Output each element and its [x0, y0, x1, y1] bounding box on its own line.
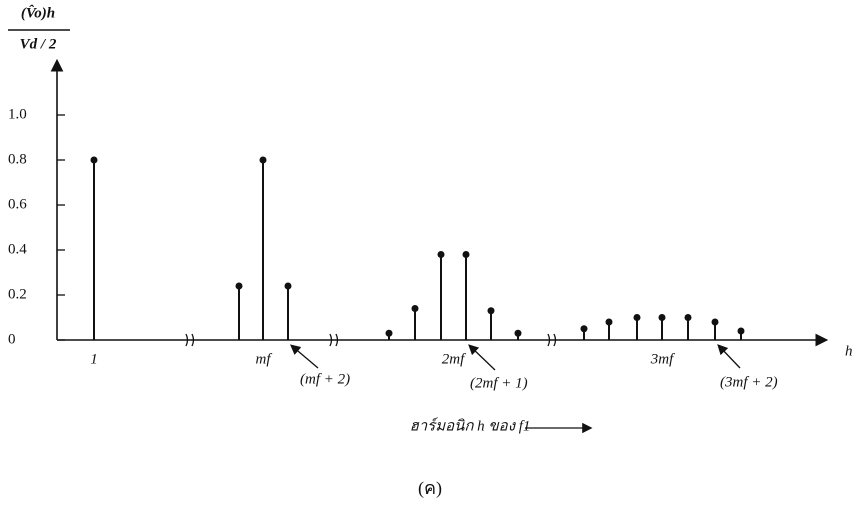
chart: h (V̂o)h Vd / 2 ฮาร์มอนิก h ของ f1 (ค) 0… [0, 0, 860, 506]
y-tick-label: 0 [8, 331, 16, 347]
y-tick-label: 0.8 [8, 151, 27, 167]
stem-head [685, 314, 692, 321]
stem-head [412, 305, 419, 312]
stem-head [606, 319, 613, 326]
annotation-arrow [470, 346, 495, 370]
x-tick-label: 2mf [442, 351, 466, 367]
stem-head [285, 283, 292, 290]
annotation: (2mf + 1) [470, 375, 528, 391]
stem-head [463, 251, 470, 258]
annotation-arrow [719, 346, 740, 368]
y-label-denominator: Vd / 2 [20, 36, 57, 52]
y-tick-label: 0.4 [8, 241, 27, 257]
annotation-arrow [292, 346, 318, 368]
annotation: (mf + 2) [300, 371, 350, 387]
stem-head [236, 283, 243, 290]
stem-head [260, 157, 267, 164]
y-tick-label: 0.2 [8, 286, 27, 302]
stem-head [515, 330, 522, 337]
x-tick-label: 1 [90, 351, 98, 367]
stem-head [712, 319, 719, 326]
y-label-numerator: (V̂o)h [21, 4, 55, 21]
x-tick-label: 3mf [650, 351, 675, 367]
stem-head [386, 330, 393, 337]
stem-head [488, 307, 495, 314]
y-tick-label: 0.6 [8, 196, 27, 212]
stem-head [659, 314, 666, 321]
stem-head [91, 157, 98, 164]
x-tick-label: mf [256, 351, 273, 367]
stem-head [438, 251, 445, 258]
annotation: (3mf + 2) [720, 374, 778, 390]
x-axis-end-label: h [845, 343, 853, 359]
stem-head [738, 328, 745, 335]
stem-head [634, 314, 641, 321]
x-label: ฮาร์มอนิก h ของ f1 [410, 416, 531, 434]
y-tick-label: 1.0 [8, 106, 27, 122]
caption: (ค) [418, 478, 442, 499]
stem-head [581, 325, 588, 332]
